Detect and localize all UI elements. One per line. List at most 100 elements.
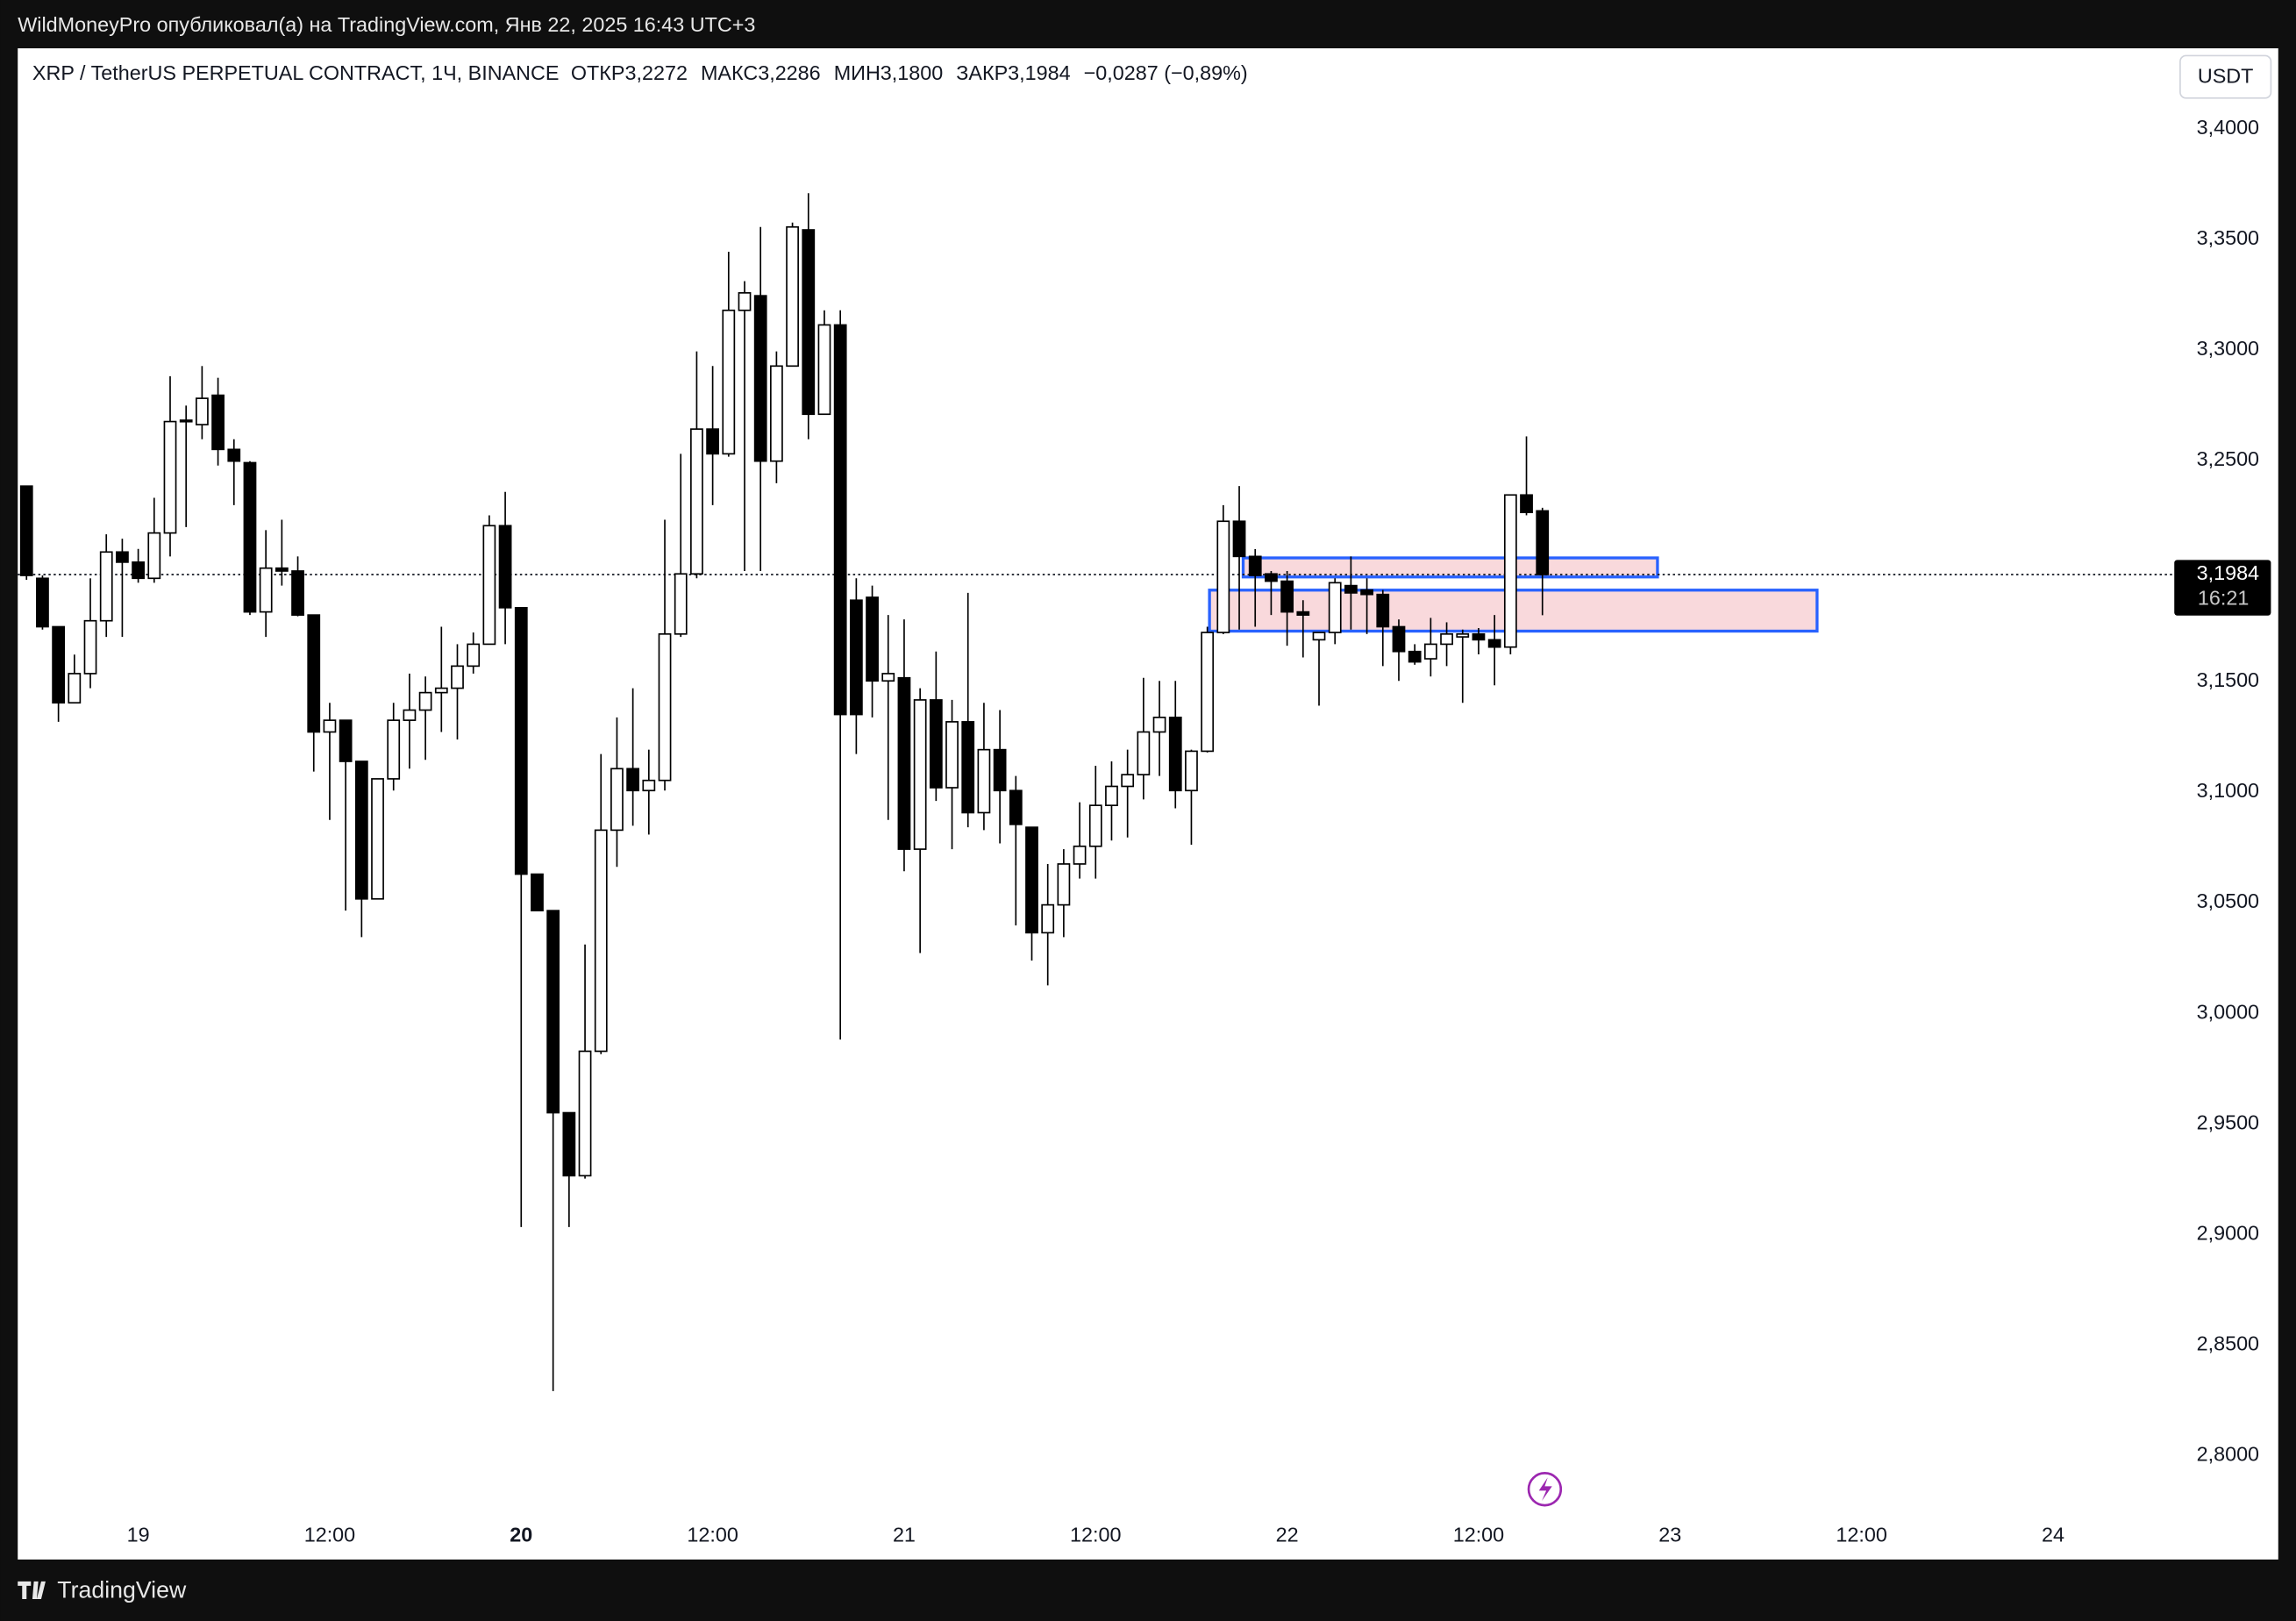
- candle-body: [833, 324, 847, 716]
- footer-brand: TradingView: [57, 1577, 187, 1603]
- y-tick-label: 3,0500: [2197, 889, 2259, 912]
- candle-body: [1440, 632, 1453, 646]
- candle-body: [371, 778, 384, 900]
- currency-label[interactable]: USDT: [2198, 65, 2254, 88]
- candle-body: [227, 448, 241, 462]
- x-tick-label: 23: [1658, 1523, 1681, 1546]
- x-tick-label: 12:00: [1836, 1523, 1886, 1546]
- candle-body: [36, 577, 49, 628]
- x-tick-label: 12:00: [1453, 1523, 1504, 1546]
- candle-body: [1344, 584, 1358, 594]
- candle-body: [977, 748, 991, 814]
- y-tick-label: 3,3000: [2197, 337, 2259, 360]
- candle-body: [993, 748, 1007, 792]
- candle-body: [68, 673, 82, 704]
- candle-body: [802, 229, 816, 416]
- plot: 2,8000 2,8500 2,9000 2,9500 3,0000 3,0500 3,10…: [18, 116, 2259, 1546]
- candle-body: [753, 295, 767, 462]
- candle-body: [610, 768, 624, 832]
- candle-body: [1520, 494, 1533, 514]
- y-tick-label: 2,9500: [2197, 1110, 2259, 1133]
- chart-title: XRP / TetherUS PERPETUAL CONTRACT, 1Ч, B…: [32, 61, 560, 84]
- candle-body: [1185, 750, 1198, 792]
- candle-body: [1152, 717, 1166, 733]
- candle-body: [961, 721, 975, 814]
- candle-body: [211, 394, 225, 451]
- lightning-bolt: [1538, 1477, 1552, 1502]
- candle-body: [578, 1050, 592, 1177]
- candle-body: [1248, 555, 1262, 576]
- candle-body: [116, 551, 129, 563]
- last-price-label: 3,1984: [2197, 561, 2259, 584]
- candle-body: [498, 525, 512, 609]
- zone-rectangle: [1241, 556, 1659, 579]
- candle-body: [163, 420, 177, 534]
- candle-body: [387, 719, 401, 780]
- x-tick-label: 12:00: [687, 1523, 738, 1546]
- candle-body: [307, 614, 321, 733]
- candle-body: [1265, 573, 1278, 582]
- candle-body: [1025, 826, 1038, 934]
- candle-body: [817, 324, 831, 416]
- candle-body: [881, 673, 895, 682]
- candle-body: [1296, 611, 1310, 616]
- candle-body: [1009, 789, 1023, 825]
- candle-body: [19, 485, 33, 576]
- last-price-box: [2174, 560, 2271, 616]
- candle-body: [1536, 510, 1550, 575]
- candle-body: [147, 532, 161, 580]
- candle-body: [451, 665, 464, 689]
- x-tick-label: 24: [2042, 1523, 2064, 1546]
- candle-body: [706, 428, 719, 455]
- candle-body: [52, 625, 66, 704]
- candle-body: [1408, 650, 1422, 663]
- legend-item: МАКС3,2286: [701, 61, 821, 84]
- candle-body: [339, 719, 353, 762]
- candle-body: [786, 225, 799, 368]
- candle-body: [291, 570, 304, 616]
- candle-body: [259, 567, 273, 613]
- candle-body: [243, 461, 257, 613]
- x-tick-label: 19: [127, 1523, 150, 1546]
- candle-body: [1487, 639, 1501, 648]
- candle-body: [83, 619, 97, 675]
- y-tick-label: 3,2500: [2197, 447, 2259, 470]
- candle-body: [897, 676, 911, 850]
- candle-body: [514, 606, 528, 875]
- candle-body: [658, 632, 672, 782]
- legend-item: ОТКР3,2272: [571, 61, 688, 84]
- candle-body: [418, 691, 432, 711]
- y-tick-label: 3,1500: [2197, 668, 2259, 691]
- candle-body: [275, 567, 289, 572]
- candle-body: [626, 768, 640, 792]
- candle-body: [738, 292, 752, 311]
- y-tick-label: 2,9000: [2197, 1221, 2259, 1244]
- candle-body: [1328, 582, 1342, 633]
- candle-body: [467, 643, 481, 668]
- candle-body: [132, 561, 145, 580]
- currency-button[interactable]: [2179, 54, 2272, 99]
- y-tick-label: 3,0000: [2197, 1000, 2259, 1023]
- candle-body: [179, 419, 193, 423]
- candle-body: [1168, 717, 1182, 792]
- x-tick-label: 20: [510, 1523, 532, 1546]
- candle-body: [1376, 593, 1390, 628]
- countdown-label: 16:21: [2198, 587, 2249, 610]
- candle-body: [1216, 520, 1230, 633]
- candle-body: [770, 365, 783, 462]
- candle-body: [1201, 632, 1215, 753]
- candle-body: [1392, 625, 1406, 653]
- candle-body: [1105, 785, 1118, 807]
- x-tick-label: 12:00: [1070, 1523, 1121, 1546]
- candle-body: [642, 779, 656, 792]
- candle-body: [434, 687, 448, 694]
- candle-body: [1232, 520, 1246, 558]
- y-tick-label: 3,3500: [2197, 226, 2259, 249]
- y-tick-label: 2,8000: [2197, 1442, 2259, 1465]
- author-line: WildMoneyPro опубликовал(а) на TradingVi…: [18, 13, 755, 36]
- candle-body: [945, 721, 959, 789]
- y-tick-label: 3,1000: [2197, 779, 2259, 802]
- candle-body: [1137, 731, 1151, 775]
- legend-item: МИН3,1800: [834, 61, 944, 84]
